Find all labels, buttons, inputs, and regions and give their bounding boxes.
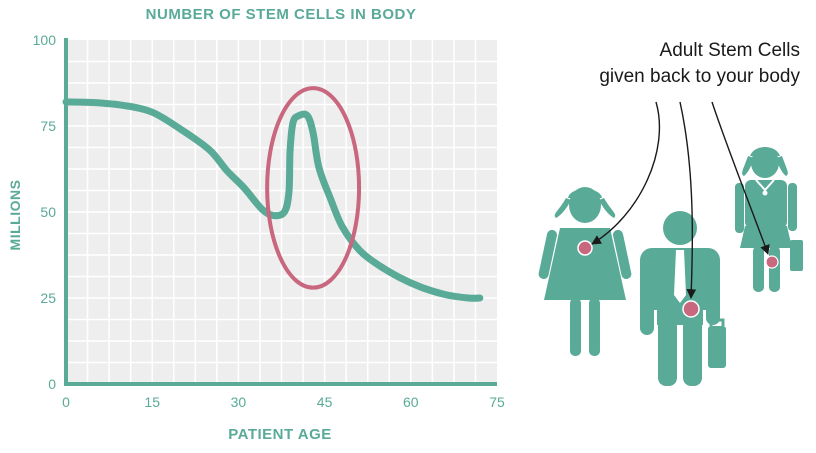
x-tick-label: 15: [144, 394, 160, 410]
arrow-to-girl: [591, 101, 661, 245]
briefcase-handle: [709, 318, 725, 326]
x-tick-label: 30: [231, 394, 247, 410]
people-illustration: [538, 101, 803, 386]
arrow-to-woman: [711, 101, 770, 255]
y-tick-label: 0: [48, 376, 56, 392]
tie-icon: [674, 250, 686, 303]
collar-icon: [755, 179, 775, 192]
callout-line-2: given back to your body: [599, 66, 800, 87]
chart-title: NUMBER OF STEM CELLS IN BODY: [145, 6, 417, 23]
y-tick-label: 100: [33, 32, 57, 48]
x-tick-label: 75: [489, 394, 505, 410]
y-axis-label-text: MILLIONS: [7, 179, 23, 251]
man-figure: [640, 211, 726, 386]
highlight-ellipse: [265, 86, 362, 290]
necklace-pendant: [762, 190, 768, 196]
callout-text: Adult Stem Cells given back to your body: [540, 38, 800, 90]
x-axis-label: PATIENT AGE: [228, 426, 332, 443]
stem-cell-line: [62, 98, 484, 302]
x-tick-label: 45: [317, 394, 333, 410]
y-tick-label: 75: [40, 118, 56, 134]
x-tick-label: 0: [62, 394, 70, 410]
y-tick-label: 25: [40, 290, 56, 306]
arrow-to-man: [679, 101, 697, 299]
girl-figure: [538, 187, 632, 356]
stem-cell-dot-girl: [577, 240, 593, 256]
stem-cell-dot-woman: [765, 255, 779, 269]
woman-figure: [735, 147, 803, 292]
x-tick-label: 60: [403, 394, 419, 410]
stem-cell-chart: 0 15 30 45 60 75 0 25 50 75 100: [33, 32, 505, 410]
callout-line-1: Adult Stem Cells: [659, 40, 800, 61]
stem-cell-dot-man: [682, 300, 700, 318]
y-tick-label: 50: [40, 204, 56, 220]
